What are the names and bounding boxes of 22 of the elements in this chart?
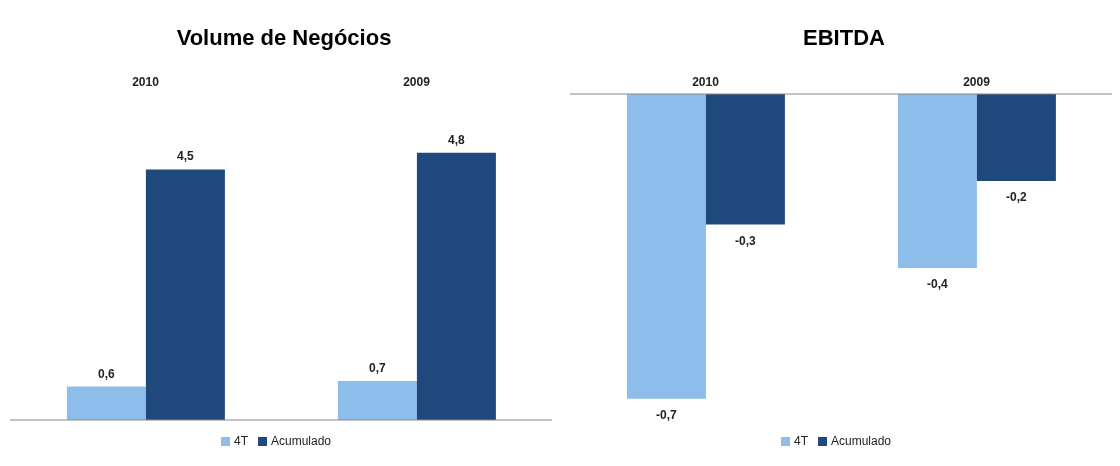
legend-label: Acumulado [830,434,892,448]
data-label: -0,4 [927,277,949,292]
bar [145,169,225,420]
bar [66,386,146,420]
bar [416,152,496,420]
x-tick-label: 2009 [403,75,431,89]
data-label: -0,7 [656,407,678,422]
chart-title: Volume de Negócios [175,24,393,52]
data-label: -0,2 [1006,190,1028,205]
bar [337,381,417,420]
data-label: 0,6 [98,366,116,381]
x-tick-label: 2010 [132,75,160,89]
data-label: -0,3 [735,233,757,248]
chart-title: EBITDA [802,24,886,52]
legend-label: 4T [233,434,248,448]
data-label: 4,8 [448,132,466,147]
data-label: 4,5 [177,149,195,164]
data-label: 0,7 [369,361,387,376]
x-tick-label: 2009 [963,75,991,89]
legend-label: 4T [793,434,808,448]
legend-label: Acumulado [270,434,332,448]
x-tick-label: 2010 [692,75,720,89]
